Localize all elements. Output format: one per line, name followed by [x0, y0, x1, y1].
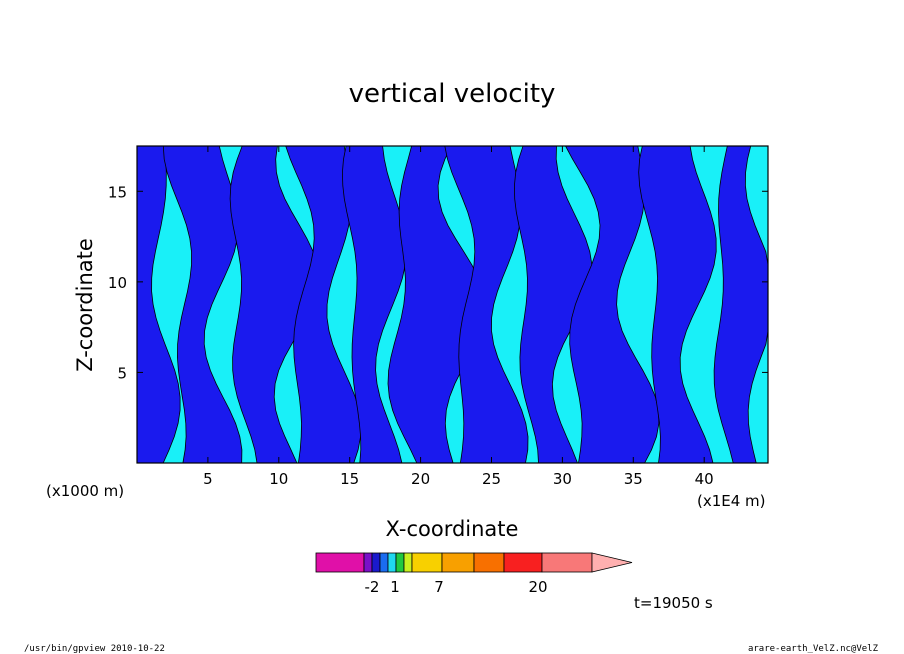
x-axis-label: X-coordinate [386, 517, 519, 541]
x-tick-label: 30 [553, 470, 572, 488]
colorbar-segment [379, 552, 389, 573]
colorbar-segment [395, 552, 405, 573]
velocity-bands [136, 145, 769, 464]
colorbar-label: 7 [434, 578, 444, 596]
colorbar-segment [473, 552, 505, 573]
colorbar-extend-arrow [591, 552, 633, 573]
colorbar-label: 20 [528, 578, 547, 596]
footer-right: arare-earth_VelZ.nc@VelZ [748, 644, 879, 654]
footer-left: /usr/bin/gpview 2010-10-22 [24, 644, 165, 654]
colorbar-segment [363, 552, 373, 573]
x-tick-label: 40 [695, 470, 714, 488]
y-tick-label: 15 [108, 183, 127, 201]
x-tick-label: 5 [203, 470, 213, 488]
y-tick-label: 10 [108, 274, 127, 292]
colorbar [315, 552, 633, 573]
x-ticks: 5 10 15 20 25 30 35 40 [203, 146, 714, 488]
x-tick-label: 35 [624, 470, 643, 488]
y-axis-label: Z-coordinate [73, 238, 97, 372]
x-tick-label: 25 [482, 470, 501, 488]
x-tick-label: 15 [340, 470, 359, 488]
colorbar-segment [371, 552, 381, 573]
plot-frame [136, 145, 769, 464]
colorbar-segment [441, 552, 475, 573]
y-ticks: 5 10 15 [108, 183, 768, 382]
colorbar-segment [387, 552, 397, 573]
plot-area [136, 145, 769, 464]
x-unit-left-label: (x1000 m) [46, 482, 124, 500]
colorbar-label: 1 [390, 578, 400, 596]
colorbar-label: -2 [365, 578, 380, 596]
x-unit-right-label: (x1E4 m) [697, 492, 766, 510]
time-label: t=19050 s [634, 594, 713, 612]
chart-title: vertical velocity [349, 79, 556, 109]
y-tick-label: 5 [117, 364, 127, 382]
colorbar-segment [503, 552, 543, 573]
x-tick-label: 10 [269, 470, 288, 488]
x-tick-label: 20 [411, 470, 430, 488]
colorbar-labels: -2 1 7 20 [365, 578, 548, 596]
colorbar-segment [411, 552, 443, 573]
colorbar-segment [403, 552, 413, 573]
colorbar-segment [541, 552, 593, 573]
colorbar-segment [315, 552, 365, 573]
